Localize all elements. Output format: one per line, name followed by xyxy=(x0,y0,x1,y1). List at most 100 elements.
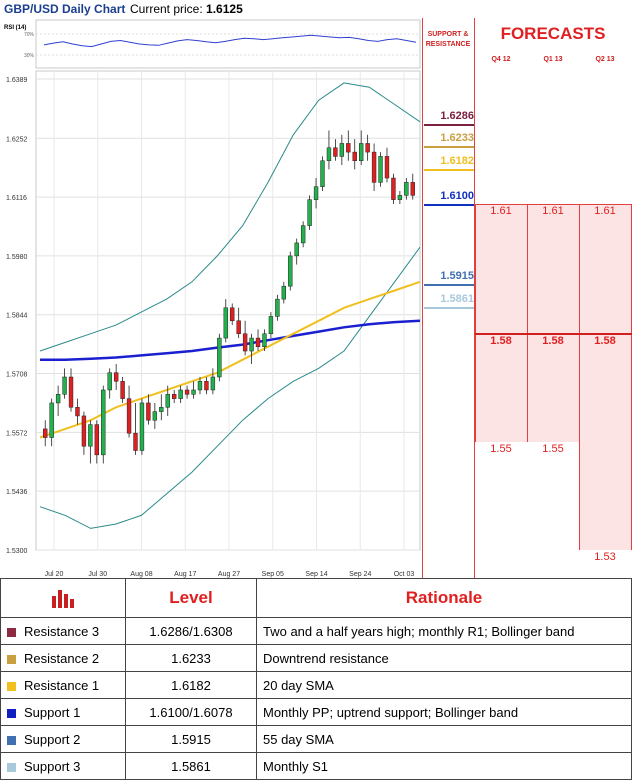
level-name: Support 2 xyxy=(24,731,81,747)
candle-body xyxy=(113,372,119,382)
forecast-value: 1.61 xyxy=(542,204,564,217)
sr-level-label: 1.6100 xyxy=(440,189,474,202)
sr-level-label: 1.6286 xyxy=(440,109,474,122)
candle-body xyxy=(197,381,203,391)
sma55-line xyxy=(40,319,421,361)
x-tick-label: Sep 14 xyxy=(305,571,327,578)
rationale-cell: Two and a half years high; monthly R1; B… xyxy=(256,617,632,645)
rsi-line xyxy=(43,34,417,48)
level-name-cell: Resistance 3 xyxy=(0,617,126,645)
y-tick-label: 1.5300 xyxy=(6,548,28,555)
candle-body xyxy=(300,225,306,244)
candle-body xyxy=(43,428,48,438)
bar-chart-icon xyxy=(52,589,74,608)
x-tick-label: Jul 30 xyxy=(88,571,107,578)
x-tick-label: Aug 17 xyxy=(174,571,196,578)
color-swatch xyxy=(7,735,16,745)
color-swatch xyxy=(7,627,16,637)
sr-header: SUPPORT & RESISTANCE xyxy=(422,30,474,50)
forecast-value: 1.53 xyxy=(594,551,616,563)
bollinger-lower-line xyxy=(39,246,421,529)
level-name: Resistance 3 xyxy=(24,623,100,639)
color-swatch xyxy=(7,681,16,691)
rationale-cell: Monthly PP; uptrend support; Bollinger b… xyxy=(256,698,632,726)
candle-body xyxy=(165,394,170,408)
forecast-value: 1.58 xyxy=(542,334,564,347)
candle-body xyxy=(268,316,274,334)
candle-body xyxy=(81,415,87,447)
plot-area xyxy=(35,70,421,551)
candle-body xyxy=(236,320,241,334)
candle-body xyxy=(397,195,403,200)
table-row: Support 3 1.5861 Monthly S1 xyxy=(0,752,632,780)
forecast-value: 1.61 xyxy=(594,204,616,217)
forecast-area xyxy=(474,18,632,578)
y-tick-label: 1.6116 xyxy=(6,195,27,202)
candle-body xyxy=(230,307,235,322)
candle-body xyxy=(139,402,145,451)
level-value-cell: 1.6182 xyxy=(125,671,257,699)
candle-body xyxy=(262,333,267,347)
candle-body xyxy=(242,333,248,352)
y-tick-label: 1.6252 xyxy=(6,136,28,143)
sr-level-line xyxy=(424,203,474,206)
x-tick-label: Jul 20 xyxy=(45,571,64,578)
y-tick-label: 1.5844 xyxy=(6,313,28,320)
candle-body xyxy=(107,372,112,391)
candle-body xyxy=(410,182,415,196)
forecast-range-box xyxy=(579,203,632,550)
candle-body xyxy=(126,398,132,434)
candle-body xyxy=(204,381,209,391)
chart-title: GBP/USD Daily Chart xyxy=(4,2,126,16)
level-header: Level xyxy=(125,578,257,618)
candle-body xyxy=(281,285,286,300)
current-price: Current price: 1.6125 xyxy=(130,2,243,16)
candle-body xyxy=(294,242,299,257)
forecast-value: 1.58 xyxy=(594,334,616,347)
candle-body xyxy=(346,143,351,153)
candle-body xyxy=(326,147,332,161)
candle-body xyxy=(101,389,106,456)
x-tick-label: Oct 03 xyxy=(394,571,415,578)
y-tick-label: 1.5708 xyxy=(6,372,28,379)
level-value-cell: 1.6286/1.6308 xyxy=(125,617,257,645)
sr-column xyxy=(422,18,475,578)
candle-body xyxy=(120,381,125,399)
candle-body xyxy=(391,177,396,200)
y-tick-label: 1.6389 xyxy=(6,77,28,84)
candle-body xyxy=(178,389,183,399)
forecast-title: FORECASTS xyxy=(500,24,606,43)
candle-body xyxy=(371,151,377,183)
sr-level-line xyxy=(424,146,474,149)
y-tick-label: 1.5572 xyxy=(6,430,28,437)
sr-level-line xyxy=(424,307,474,310)
chart-header: GBP/USD Daily Chart Current price: 1.612… xyxy=(0,0,420,18)
level-name: Resistance 2 xyxy=(24,650,100,666)
table-icon-cell xyxy=(0,578,126,618)
candle-body xyxy=(333,147,338,157)
x-tick-label: Sep 05 xyxy=(262,571,284,578)
forecast-value: 1.58 xyxy=(490,334,512,347)
rationale-cell: 55 day SMA xyxy=(256,725,632,753)
candle-body xyxy=(384,156,390,179)
candle-body xyxy=(365,143,370,153)
level-name: Support 3 xyxy=(24,758,81,774)
candle-body xyxy=(146,402,151,421)
level-name: Resistance 1 xyxy=(24,677,100,693)
sr-header-line2: RESISTANCE xyxy=(425,41,471,48)
candle-body xyxy=(210,376,216,391)
sr-level-line xyxy=(424,123,474,126)
rationale-cell: Downtrend resistance xyxy=(256,644,632,672)
x-tick-label: Aug 27 xyxy=(218,571,240,578)
candle-body xyxy=(159,407,164,412)
forecast-top-line xyxy=(475,203,632,205)
quarter-header: Q1 13 xyxy=(543,56,563,63)
table-body: Resistance 3 1.6286/1.6308 Two and a half … xyxy=(0,617,632,780)
candle-body xyxy=(352,151,357,161)
level-name-cell: Support 3 xyxy=(0,752,126,780)
rationale-cell: Monthly S1 xyxy=(256,752,632,780)
color-swatch xyxy=(7,654,16,664)
candle-body xyxy=(320,160,325,187)
candle-body xyxy=(275,298,280,317)
table-row: Resistance 1 1.6182 20 day SMA xyxy=(0,671,632,699)
